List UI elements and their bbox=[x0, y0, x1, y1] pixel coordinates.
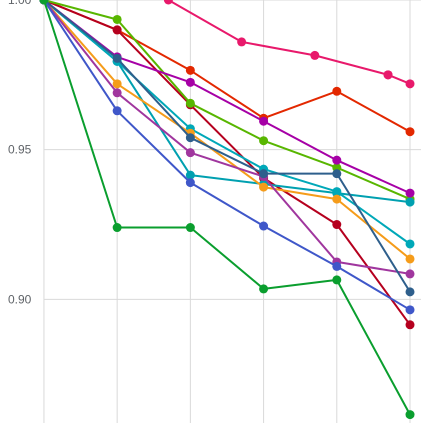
data-point bbox=[185, 77, 195, 87]
series-11 bbox=[39, 0, 415, 315]
data-point bbox=[185, 178, 195, 188]
data-point bbox=[185, 170, 195, 180]
data-point bbox=[405, 287, 415, 297]
data-point bbox=[259, 284, 269, 294]
data-point bbox=[405, 305, 415, 315]
series-line-9 bbox=[43, 0, 411, 275]
data-point bbox=[259, 182, 269, 192]
data-point bbox=[310, 50, 320, 60]
series-line-7 bbox=[43, 0, 411, 245]
series-line-11 bbox=[43, 0, 411, 311]
y-tick-label-2: 0.90 bbox=[8, 292, 32, 306]
data-point bbox=[405, 320, 415, 330]
series-line-8 bbox=[43, 0, 411, 260]
data-point bbox=[259, 116, 269, 126]
data-point bbox=[112, 223, 122, 233]
series-line-12 bbox=[42, 0, 411, 416]
series-line-4 bbox=[43, 0, 411, 201]
data-point bbox=[39, 0, 49, 5]
data-point bbox=[112, 25, 122, 35]
data-point bbox=[259, 169, 269, 179]
data-point bbox=[405, 127, 415, 137]
series-7 bbox=[39, 0, 415, 249]
data-point bbox=[185, 223, 195, 233]
data-point bbox=[405, 269, 415, 279]
series-10 bbox=[39, 0, 415, 297]
data-point bbox=[332, 220, 342, 230]
tick-labels: 1.00 0.95 0.90 bbox=[8, 0, 32, 306]
data-point bbox=[332, 187, 342, 197]
data-point bbox=[332, 155, 342, 165]
data-point bbox=[405, 239, 415, 249]
data-point bbox=[112, 14, 122, 24]
data-point bbox=[112, 79, 122, 89]
data-point bbox=[185, 133, 195, 143]
data-point bbox=[259, 221, 269, 231]
data-point bbox=[383, 70, 393, 80]
series-line-3 bbox=[43, 0, 411, 326]
data-point bbox=[112, 88, 122, 98]
y-tick-label-0: 1.00 bbox=[8, 0, 32, 7]
data-point bbox=[112, 53, 122, 63]
data-point bbox=[332, 194, 342, 204]
data-point bbox=[332, 86, 342, 96]
data-point bbox=[185, 65, 195, 75]
data-point bbox=[332, 275, 342, 285]
series-5 bbox=[39, 0, 415, 198]
data-point bbox=[405, 410, 415, 420]
series-line-10 bbox=[43, 0, 411, 293]
data-point bbox=[405, 197, 415, 207]
data-point bbox=[405, 188, 415, 198]
series-1 bbox=[383, 70, 415, 89]
data-point bbox=[405, 79, 415, 89]
data-point bbox=[405, 254, 415, 264]
data-point bbox=[259, 136, 269, 146]
y-tick-label-1: 0.95 bbox=[8, 143, 32, 157]
data-point bbox=[332, 169, 342, 179]
data-point bbox=[185, 98, 195, 108]
data-point bbox=[237, 37, 247, 47]
data-point bbox=[332, 261, 342, 271]
series-layer bbox=[39, 0, 415, 420]
data-point bbox=[112, 106, 122, 116]
data-point bbox=[185, 148, 195, 158]
data-point bbox=[163, 0, 173, 5]
series-12 bbox=[39, 0, 415, 420]
